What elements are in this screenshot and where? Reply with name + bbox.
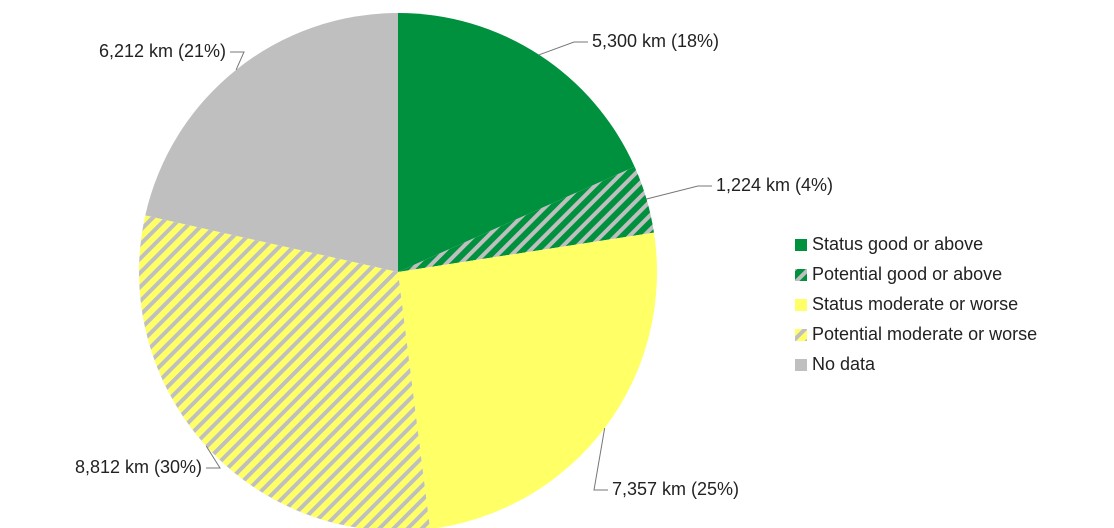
legend-swatch	[795, 269, 807, 281]
pie-slice	[145, 13, 398, 272]
legend-swatch	[795, 359, 807, 371]
pie-slice	[398, 232, 657, 528]
data-label: 8,812 km (30%)	[75, 457, 202, 477]
pie-slice	[139, 215, 430, 528]
leader-line	[593, 428, 608, 491]
pie-slice	[398, 166, 654, 272]
data-label: 6,212 km (21%)	[99, 41, 226, 61]
data-label: 7,357 km (25%)	[612, 479, 739, 499]
leader-line	[205, 445, 221, 469]
legend-label: Status moderate or worse	[812, 294, 1018, 314]
legend-label: Status good or above	[812, 234, 983, 254]
leader-line	[646, 185, 712, 200]
legend-label: No data	[812, 354, 876, 374]
legend-swatch	[795, 329, 807, 341]
leader-line	[230, 51, 245, 71]
data-label: 5,300 km (18%)	[592, 31, 719, 51]
leader-line	[538, 41, 588, 56]
legend-label: Potential moderate or worse	[812, 324, 1037, 344]
legend-label: Potential good or above	[812, 264, 1002, 284]
data-label: 1,224 km (4%)	[716, 175, 833, 195]
legend-swatch	[795, 299, 807, 311]
pie-slice	[398, 13, 635, 272]
legend-swatch	[795, 239, 807, 251]
